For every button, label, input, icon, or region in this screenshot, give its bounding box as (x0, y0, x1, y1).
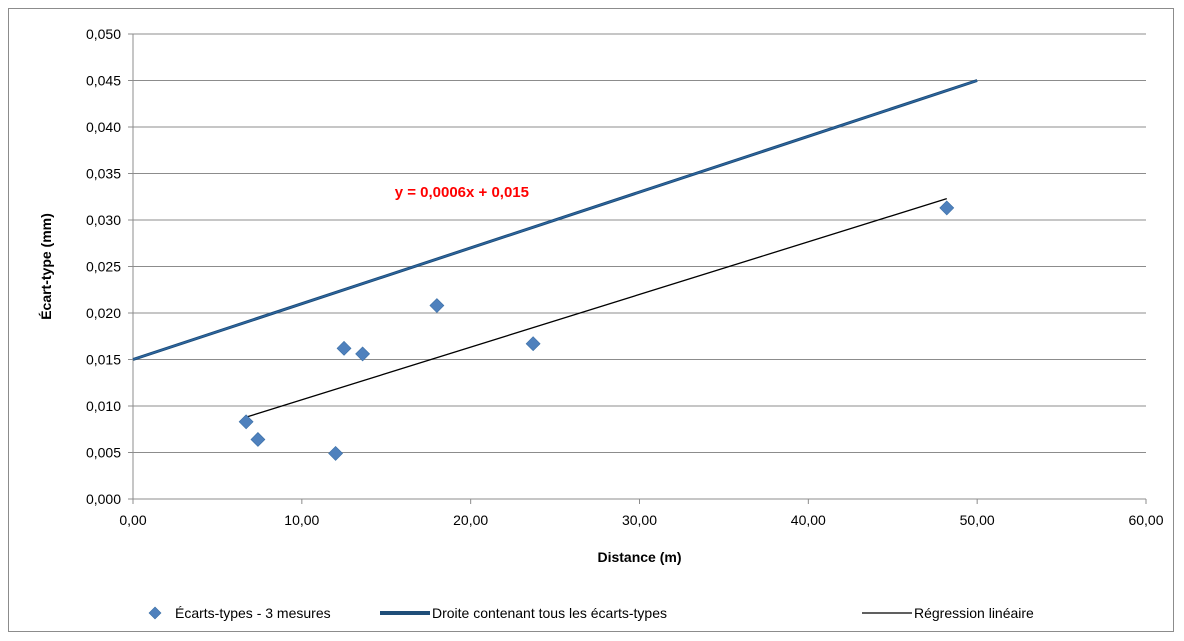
legend-item: Écarts-types - 3 mesures (148, 605, 331, 621)
y-tick-label: 0,045 (86, 73, 121, 89)
data-point (429, 298, 445, 313)
data-point (336, 340, 352, 356)
data-point (328, 446, 344, 461)
x-tick-label: 0,00 (119, 512, 146, 528)
data-point (525, 336, 541, 352)
y-axis-tick-labels: 0,000 0,005 0,010 0,015 0,020 0,025 0,030 0,035… (86, 26, 121, 507)
x-axis-tick-labels: 0,00 10,00 20,00 30,00 40,00 50,00 60,00 (119, 512, 1163, 528)
y-axis-title: Écart-type (mm) (38, 213, 54, 320)
y-tick-label: 0,005 (86, 445, 121, 461)
x-axis-title: Distance (m) (597, 549, 681, 565)
x-tick-label: 10,00 (284, 512, 319, 528)
data-point (355, 346, 371, 362)
legend-label: Droite contenant tous les écarts-types (432, 605, 667, 621)
y-tick-label: 0,015 (86, 352, 121, 368)
legend-item: Droite contenant tous les écarts-types (380, 605, 667, 621)
legend-label: Régression linéaire (914, 605, 1034, 621)
legend-item: Régression linéaire (862, 605, 1034, 621)
data-point (238, 414, 254, 430)
series-line-highlight (132, 80, 978, 360)
legend: Écarts-types - 3 mesures Droite contenant… (148, 605, 1034, 621)
series-layer (132, 79, 978, 461)
y-tick-label: 0,040 (86, 119, 121, 135)
axes (128, 33, 1147, 504)
y-tick-label: 0,030 (86, 212, 121, 228)
y-tick-label: 0,010 (86, 398, 121, 414)
y-tick-label: 0,050 (86, 26, 121, 42)
x-tick-label: 50,00 (960, 512, 995, 528)
legend-marker-diamond (148, 606, 162, 620)
chart-frame (8, 8, 1174, 632)
x-tick-label: 40,00 (791, 512, 826, 528)
y-tick-label: 0,000 (86, 491, 121, 507)
x-tick-label: 60,00 (1128, 512, 1163, 528)
data-point (939, 200, 955, 216)
grid-lines (133, 33, 1146, 500)
series-line-2 (245, 197, 947, 418)
legend-label: Écarts-types - 3 mesures (175, 605, 331, 621)
y-tick-label: 0,035 (86, 166, 121, 182)
trendline-equation: y = 0,0006x + 0,015 (395, 184, 529, 201)
data-point (250, 432, 266, 447)
x-tick-label: 30,00 (622, 512, 657, 528)
annotations: y = 0,0006x + 0,015 (395, 184, 529, 201)
y-tick-label: 0,020 (86, 305, 121, 321)
y-tick-label: 0,025 (86, 259, 121, 275)
x-tick-label: 20,00 (453, 512, 488, 528)
